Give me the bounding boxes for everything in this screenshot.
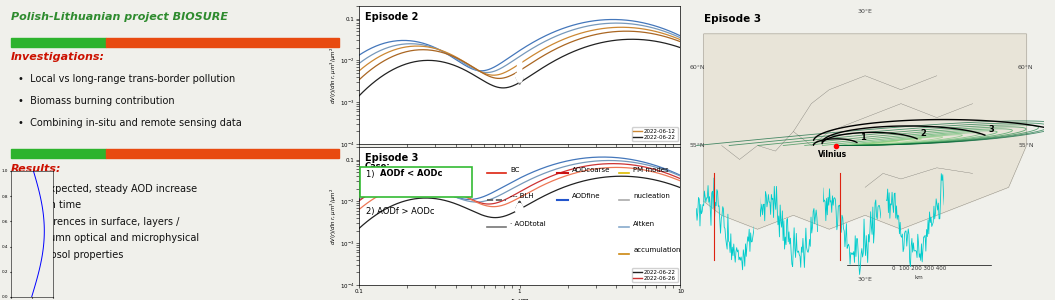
Text: with time: with time [36, 200, 81, 210]
Text: Episode 3: Episode 3 [704, 14, 761, 24]
Text: Aitken: Aitken [633, 220, 655, 226]
Text: •  Differences in surface, layers /: • Differences in surface, layers / [18, 217, 179, 226]
Y-axis label: $dV(r)/d\ln r$, $\mu m^3/\mu m^2$: $dV(r)/d\ln r$, $\mu m^3/\mu m^2$ [328, 187, 339, 245]
Text: 1: 1 [861, 133, 866, 142]
Text: km: km [915, 275, 923, 281]
Text: •  Biomass burning contribution: • Biomass burning contribution [18, 96, 174, 106]
Text: AODf < AODc: AODf < AODc [380, 169, 442, 178]
Text: · AODtotal: · AODtotal [510, 220, 545, 226]
Text: Episode 3: Episode 3 [365, 152, 419, 163]
Text: column optical and microphysical: column optical and microphysical [36, 233, 199, 243]
Legend: 2022-06-22, 2022-06-26: 2022-06-22, 2022-06-26 [632, 268, 677, 282]
Text: •  Local vs long-range trans-border pollution: • Local vs long-range trans-border pollu… [18, 74, 235, 83]
Text: BC: BC [510, 167, 519, 172]
FancyBboxPatch shape [360, 167, 473, 197]
Text: accumulation: accumulation [633, 248, 680, 254]
Bar [11, 149, 106, 158]
Text: •  Unexpected, steady AOD increase: • Unexpected, steady AOD increase [18, 184, 197, 194]
Text: 0  100 200 300 400: 0 100 200 300 400 [891, 266, 946, 271]
Text: nucleation: nucleation [633, 194, 670, 200]
Text: 55°N: 55°N [689, 143, 705, 148]
Text: Vilnius: Vilnius [819, 150, 847, 159]
Text: Investigations:: Investigations: [11, 52, 104, 62]
Text: •  Combining in-situ and remote sensing data: • Combining in-situ and remote sensing d… [18, 118, 242, 128]
Text: Results:: Results: [11, 164, 61, 173]
Text: --- BLH: --- BLH [510, 194, 534, 200]
Text: AODcoarse: AODcoarse [572, 167, 610, 172]
Text: PM modes: PM modes [633, 167, 669, 172]
Text: Case:: Case: [365, 162, 390, 171]
Text: 60°N: 60°N [689, 65, 705, 70]
Text: 55°N: 55°N [1018, 143, 1034, 148]
Legend: 2022-06-12, 2022-06-22: 2022-06-12, 2022-06-22 [632, 127, 677, 141]
Text: 3: 3 [989, 125, 994, 134]
Text: AODfine: AODfine [572, 194, 600, 200]
Text: 30°E: 30°E [858, 277, 872, 282]
Text: Polish-Lithuanian project BIOSURE: Polish-Lithuanian project BIOSURE [11, 12, 228, 22]
Text: 2) AODf > AODc: 2) AODf > AODc [366, 207, 435, 216]
Bar [106, 149, 340, 158]
Text: 60°N: 60°N [1018, 65, 1034, 70]
Bar [11, 38, 106, 46]
Text: Episode 2: Episode 2 [365, 11, 419, 22]
Bar [106, 38, 340, 46]
Text: 30°E: 30°E [858, 9, 872, 14]
Text: 1): 1) [366, 169, 377, 178]
Y-axis label: $dV(r)/d\ln r$, $\mu m^3/\mu m^2$: $dV(r)/d\ln r$, $\mu m^3/\mu m^2$ [328, 46, 339, 104]
Text: 2: 2 [921, 129, 926, 138]
Polygon shape [704, 34, 1027, 229]
X-axis label: $r$, $\mu$m: $r$, $\mu$m [510, 296, 530, 300]
Text: aerosol properties: aerosol properties [36, 250, 123, 260]
